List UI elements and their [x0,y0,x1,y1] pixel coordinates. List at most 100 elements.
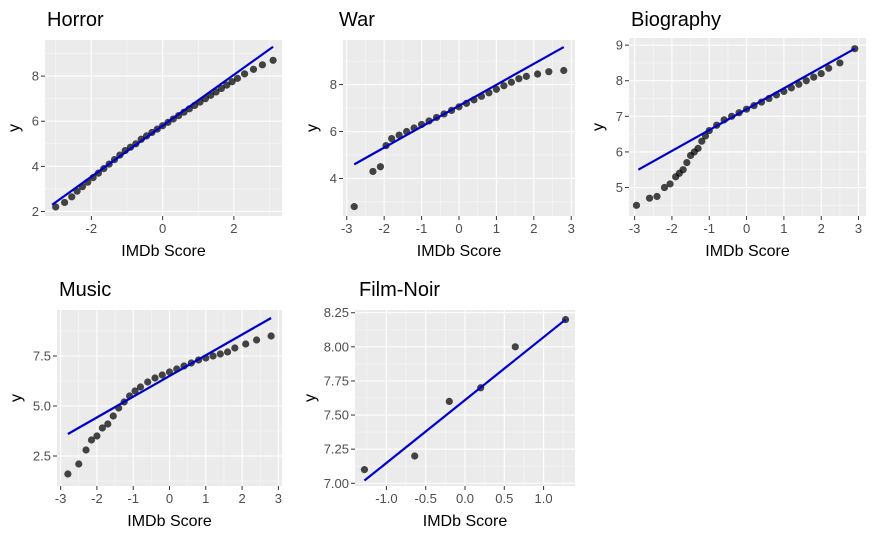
x-tick-label: 0.5 [495,491,513,506]
data-point [360,466,369,474]
data-point [560,66,568,75]
data-point [660,183,669,192]
data-point [522,72,530,80]
data-point [395,131,403,139]
qq-reference-line [51,45,274,206]
x-tick-label: 1 [202,491,209,506]
data-point [217,84,226,93]
y-tick-label: 6 [32,114,39,129]
data-point [492,85,501,93]
x-tick-label: -1.0 [375,491,397,506]
data-point [87,436,96,444]
data-point [376,163,385,171]
data-point [545,68,553,76]
data-point [104,420,112,428]
data-point [258,61,266,69]
y-tick-label: 9 [616,38,623,53]
data-point [68,193,76,201]
data-point [158,371,166,379]
y-tick-label: 7.5 [33,349,51,364]
x-tick-label: 0 [743,221,750,236]
data-point [216,350,224,358]
data-point [507,78,515,86]
data-point [228,78,236,86]
data-point [223,348,232,356]
data-point [825,64,833,72]
data-point [388,134,396,143]
data-point [694,144,702,152]
panel-film-noir: -1.0 -0.5 0.0 0.5 1.0 7.00 7.25 7.50 7.75 8.00 8.2… [302,279,575,530]
x-tick-label: 1 [780,221,787,236]
data-point [209,352,217,360]
y-tick-label: 8 [32,69,39,84]
x-tick-label: -3 [341,221,353,236]
y-axis-label: y [8,394,25,402]
x-tick-label: -1 [127,491,139,506]
data-point [136,383,145,391]
data-point [795,80,803,88]
x-tick-label: 1 [493,221,500,236]
x-axis-label: IMDb Score [705,243,790,260]
panel-title: War [339,9,375,31]
data-point [683,159,691,167]
x-tick-label: 3 [855,221,862,236]
y-tick-label: 8.00 [324,339,349,354]
y-tick-label: 5 [616,180,623,195]
data-point [511,343,519,351]
panel-title: Biography [631,9,721,31]
qq-reference-line [637,47,856,171]
data-point [252,336,261,344]
data-point [82,446,90,454]
data-point [231,344,239,352]
data-point [645,194,654,202]
data-point [61,198,69,207]
data-point [144,378,152,386]
qq-reference-line [67,317,272,435]
data-point [242,340,250,348]
data-point [836,59,844,67]
x-tick-label: 3 [568,221,575,236]
y-axis-label: y [302,394,319,402]
y-axis-label: y [304,124,321,132]
x-tick-label: -2 [91,491,103,506]
data-point [131,387,139,395]
x-axis-label: IMDb Score [127,513,212,530]
y-tick-label: 8.25 [324,305,349,320]
x-tick-label: 2 [818,221,825,236]
data-point [810,73,818,81]
y-tick-label: 2 [32,204,39,219]
data-point [98,424,106,432]
data-point [75,460,83,468]
data-point [369,167,377,176]
data-point [515,75,523,83]
y-tick-label: 7.00 [324,476,349,491]
x-tick-label: -3 [55,491,67,506]
x-axis-label: IMDb Score [121,243,206,260]
y-tick-label: 7.50 [324,408,349,423]
x-tick-label: -2 [378,221,390,236]
data-point [269,56,277,64]
data-point [223,81,231,89]
data-point [632,201,641,209]
y-tick-label: 6 [330,124,337,139]
x-axis-label: IMDb Score [423,513,508,530]
data-point [679,166,687,174]
panel-title: Film-Noir [359,279,440,301]
x-tick-label: -3 [629,221,641,236]
data-point [151,374,159,382]
x-tick-label: -2 [86,221,98,236]
y-tick-label: 7 [616,109,623,124]
y-tick-label: 7.75 [324,373,349,388]
x-tick-label: -1 [703,221,715,236]
data-point [249,65,258,73]
y-axis-label: y [6,124,23,132]
data-point [653,192,661,201]
data-point [240,70,249,78]
y-axis-label: y [590,123,607,131]
data-point [533,70,542,78]
data-point [666,180,674,188]
panel-music: -3 -2 -1 0 1 2 3 2.5 5.0 7.5 Music IMDb Score y [8,279,282,530]
panel-horror: -2 0 2 2 4 6 8 Horror IMDb Score y [6,9,282,260]
data-point [500,82,508,90]
